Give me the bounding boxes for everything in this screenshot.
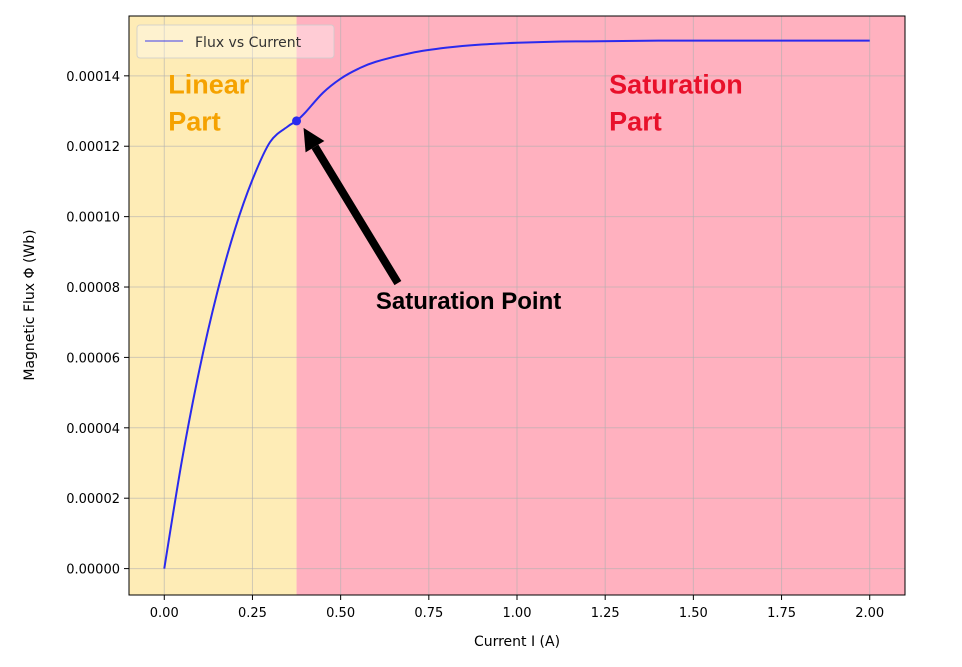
plot-frame <box>128 15 906 596</box>
y-tick-label: 0.00010 <box>66 211 120 226</box>
legend: Flux vs Current <box>136 24 335 59</box>
x-tick-label: 0.00 <box>150 606 179 621</box>
x-tick-label: 1.50 <box>679 606 708 621</box>
annotation-arrow-head <box>303 127 325 153</box>
region-1-label: Saturation Part <box>609 69 743 136</box>
y-tick-label: 0.00012 <box>66 140 120 155</box>
saturation-point-marker <box>292 116 302 126</box>
y-tick-label: 0.00008 <box>66 281 120 296</box>
y-axis-label: Magnetic Flux Φ (Wb) <box>22 229 38 380</box>
x-tick-label: 2.00 <box>855 606 884 621</box>
x-tick-label: 1.25 <box>591 606 620 621</box>
region-0-label: Linear Part <box>168 69 250 136</box>
x-tick-label: 0.50 <box>326 606 355 621</box>
y-tick-label: 0.00000 <box>66 563 120 578</box>
series-line-0 <box>163 39 870 569</box>
x-axis-label: Current I (A) <box>474 634 560 650</box>
legend-entry: Flux vs Current <box>195 35 302 51</box>
saturation-point-annotation: Saturation Point <box>376 288 561 315</box>
y-tick-label: 0.00002 <box>66 492 120 507</box>
x-tick-label: 0.25 <box>238 606 267 621</box>
y-tick-label: 0.00006 <box>66 351 120 366</box>
x-tick-label: 1.00 <box>503 606 532 621</box>
legend-box <box>136 24 335 59</box>
region-0-background <box>129 16 297 595</box>
grid <box>129 16 905 595</box>
annotation-arrow-shaft <box>311 144 402 286</box>
x-tick-label: 1.75 <box>767 606 796 621</box>
ticks: 0.00 0.25 0.50 0.75 1.00 1.25 1.50 1.75 2.00 0.00… <box>66 70 884 621</box>
y-tick-label: 0.00004 <box>66 422 120 437</box>
x-tick-label: 0.75 <box>414 606 443 621</box>
region-labels: Linear Part Saturation Part <box>168 69 742 136</box>
annotation-layer: Saturation Point <box>303 127 561 315</box>
y-tick-label: 0.00014 <box>66 70 120 85</box>
curve-layer <box>163 39 870 569</box>
